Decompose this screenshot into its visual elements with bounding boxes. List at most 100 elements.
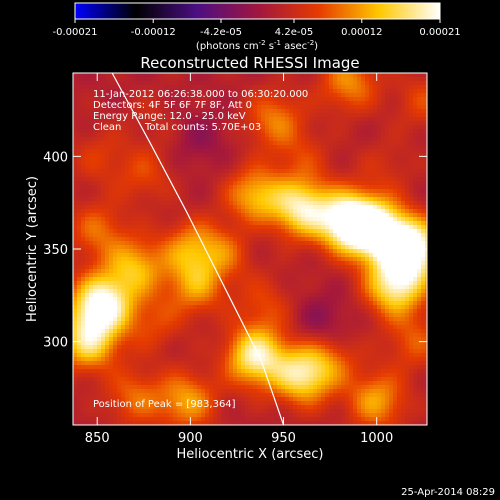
heatmap-cell [97,289,102,294]
heatmap-cell [205,273,210,278]
heatmap-cell [137,133,142,138]
heatmap-cell [257,261,262,266]
heatmap-cell [109,289,114,294]
heatmap-cell [409,101,414,106]
heatmap-cell [89,205,94,210]
heatmap-cell [353,81,358,86]
heatmap-cell [285,137,290,142]
heatmap-cell [297,257,302,262]
heatmap-cell [101,109,106,114]
heatmap-cell [205,101,210,106]
heatmap-cell [321,109,326,114]
heatmap-cell [153,149,158,154]
heatmap-cell [193,121,198,126]
heatmap-cell [189,169,194,174]
heatmap-cell [201,241,206,246]
heatmap-cell [341,141,346,146]
heatmap-cell [305,253,310,258]
heatmap-cell [257,265,262,270]
colorbar: -0.00021 -0.00012 -4.2e-05 4.2e-05 0.00012 0.… [53,2,461,52]
heatmap-cell [93,85,98,90]
heatmap-cell [369,245,374,250]
heatmap-cell [113,125,118,130]
heatmap-cell [173,273,178,278]
heatmap-cell [213,193,218,198]
heatmap-cell [381,153,386,158]
heatmap-cell [281,129,286,134]
heatmap-cell [205,157,210,162]
heatmap-cell [413,85,418,90]
heatmap-cell [337,289,342,294]
heatmap-cell [369,113,374,118]
heatmap-cell [361,169,366,174]
heatmap-cell [213,141,218,146]
heatmap-cell [321,285,326,290]
heatmap-cell [273,133,278,138]
heatmap-cell [325,101,330,106]
heatmap-cell [341,257,346,262]
heatmap-cell [193,237,198,242]
heatmap-cell [185,257,190,262]
heatmap-cell [241,125,246,130]
heatmap-cell [125,233,130,238]
heatmap-cell [129,213,134,218]
heatmap-cell [181,229,186,234]
heatmap-cell [161,129,166,134]
heatmap-cell [385,217,390,222]
heatmap-cell [317,257,322,262]
heatmap-cell [285,109,290,114]
heatmap-cell [365,261,370,266]
heatmap-cell [289,281,294,286]
heatmap-cell [337,145,342,150]
heatmap-cell [169,193,174,198]
heatmap-cell [285,93,290,98]
heatmap-cell [137,241,142,246]
heatmap-cell [81,93,86,98]
heatmap-cell [205,241,210,246]
heatmap-cell [209,101,214,106]
heatmap-cell [77,197,82,202]
heatmap-cell [397,161,402,166]
heatmap-cell [221,109,226,114]
heatmap-cell [113,85,118,90]
heatmap-cell [349,121,354,126]
heatmap-cell [281,113,286,118]
heatmap-cell [257,269,262,274]
heatmap-cell [357,265,362,270]
heatmap-cell [301,285,306,290]
heatmap-cell [417,125,422,130]
heatmap-cell [73,125,78,130]
heatmap-cell [273,225,278,230]
heatmap-cell [269,89,274,94]
heatmap-cell [365,133,370,138]
heatmap-cell [145,161,150,166]
heatmap-cell [125,189,130,194]
heatmap-cell [377,209,382,214]
heatmap-cell [149,233,154,238]
heatmap-cell [113,229,118,234]
heatmap-cell [125,113,130,118]
heatmap-cell [369,137,374,142]
heatmap-cell [365,213,370,218]
heatmap-cell [345,277,350,282]
heatmap-cell [353,73,358,78]
heatmap-cell [309,97,314,102]
heatmap-cell [405,153,410,158]
heatmap-cell [409,225,414,230]
heatmap-cell [137,169,142,174]
heatmap-cell [353,241,358,246]
heatmap-cell [181,85,186,90]
heatmap-cell [329,265,334,270]
heatmap-cell [229,161,234,166]
heatmap-cell [365,165,370,170]
heatmap-cell [133,213,138,218]
heatmap-cell [85,281,90,286]
heatmap-cell [357,253,362,258]
heatmap-cell [93,241,98,246]
heatmap-cell [93,77,98,82]
heatmap-cell [201,277,206,282]
heatmap-cell [313,121,318,126]
heatmap-cell [265,273,270,278]
heatmap-cell [341,105,346,110]
heatmap-cell [241,293,246,298]
